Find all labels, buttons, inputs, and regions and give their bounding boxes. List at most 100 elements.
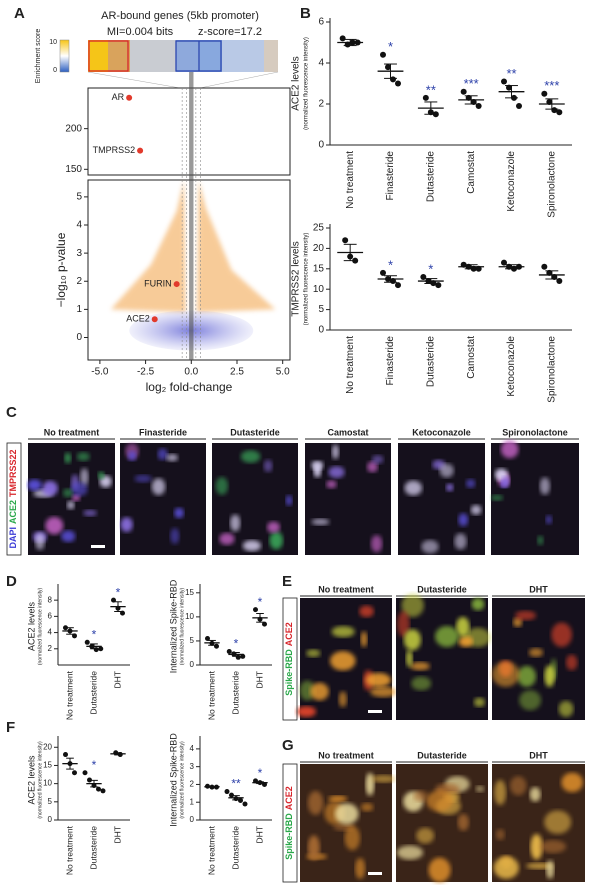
y-axis-sublabel: (normalized fluorescence intensity) xyxy=(179,588,185,666)
cell xyxy=(360,631,368,648)
column-header: No treatment xyxy=(44,427,100,437)
cell xyxy=(219,532,235,545)
y-tick-label: 10 xyxy=(185,612,194,621)
data-point xyxy=(96,786,101,792)
x-tick-label: No treatment xyxy=(206,670,216,720)
column-header: Dutasteride xyxy=(417,584,467,594)
y-axis-sublabel: (normalized fluorescence intensity) xyxy=(304,233,310,326)
x-tick-label: DHT xyxy=(112,671,122,688)
data-point xyxy=(72,770,77,776)
x-tick-label: DHT xyxy=(254,671,264,688)
stain-name: TMPRSS22 xyxy=(8,449,18,497)
x-axis-label: log₂ fold-change xyxy=(146,380,233,394)
y-axis-sublabel: (normalized fluorescence intensity) xyxy=(304,37,310,130)
cell xyxy=(456,616,470,638)
cell xyxy=(367,461,378,473)
cell xyxy=(371,455,384,464)
cell xyxy=(328,795,348,802)
significance: *** xyxy=(544,78,559,93)
stain-name: ACE2 xyxy=(284,786,294,810)
cell xyxy=(413,790,428,802)
cell xyxy=(501,476,510,488)
cell xyxy=(71,494,81,502)
cell xyxy=(465,478,476,488)
cell xyxy=(66,500,75,510)
gene-label: AR xyxy=(112,92,125,102)
stain-frame xyxy=(282,597,298,721)
cell xyxy=(416,827,435,844)
cell xyxy=(360,802,374,812)
cell xyxy=(411,676,432,691)
data-point xyxy=(501,78,507,85)
significance: * xyxy=(428,261,433,276)
guide xyxy=(87,71,181,89)
cell xyxy=(457,813,469,831)
cell xyxy=(240,450,261,463)
data-point xyxy=(422,94,429,101)
gene-label: FURIN xyxy=(144,278,172,288)
gene-label: ACE2 xyxy=(126,314,150,324)
y-tick-label: 2 xyxy=(190,780,195,789)
cell xyxy=(544,810,572,834)
cell xyxy=(537,535,544,546)
cell xyxy=(545,515,552,525)
y-tick-label: 0 xyxy=(190,815,195,824)
stain-name: ACE2 xyxy=(284,622,294,646)
y-tick-label: 4 xyxy=(48,628,53,637)
cell xyxy=(166,453,179,462)
cell xyxy=(267,521,281,533)
data-point xyxy=(395,282,401,289)
center-band xyxy=(189,72,194,88)
cell xyxy=(530,833,543,860)
cell xyxy=(35,533,45,550)
significance: * xyxy=(92,758,97,772)
cell xyxy=(565,654,578,671)
gene-point xyxy=(173,281,180,288)
data-point xyxy=(460,88,467,95)
cell xyxy=(410,662,430,671)
cell xyxy=(539,477,551,495)
cell xyxy=(45,516,64,535)
x-tick-label: Dutasteride xyxy=(425,336,436,388)
colorbar-tick: 0 xyxy=(53,67,57,74)
data-point xyxy=(87,777,92,783)
micrograph xyxy=(398,443,485,555)
y-tick-label: 6 xyxy=(48,611,53,620)
data-point xyxy=(84,639,90,645)
y-tick-label: 0 xyxy=(76,332,82,343)
data-point xyxy=(224,789,230,795)
y-tick-label: 10 xyxy=(313,284,325,295)
cell xyxy=(365,772,375,796)
panel-letter: C xyxy=(6,404,17,421)
cell xyxy=(285,495,293,506)
enrichment-bin xyxy=(130,40,176,72)
plot-frame xyxy=(87,179,291,361)
stain-name: Spike-RBD xyxy=(284,649,294,696)
cell xyxy=(370,686,397,698)
x-tick-label: -5.0 xyxy=(91,367,109,378)
cell xyxy=(42,480,58,496)
stain-name: ACE2 xyxy=(8,500,18,524)
y-tick-label: 200 xyxy=(65,123,82,134)
x-tick-label: No treatment xyxy=(64,825,74,875)
x-tick-label: Camostat xyxy=(466,151,477,194)
x-tick-label: 5.0 xyxy=(276,367,290,378)
cell xyxy=(471,598,485,611)
enrichment-bin xyxy=(108,40,130,72)
x-tick-label: No treatment xyxy=(345,151,356,209)
panel-letter: E xyxy=(282,573,292,590)
zscore-label: z-score=17.2 xyxy=(198,26,262,38)
cell xyxy=(426,790,454,812)
significance: * xyxy=(388,257,393,272)
data-point xyxy=(238,797,243,803)
cell xyxy=(62,488,73,498)
data-point xyxy=(214,643,219,649)
stain-frame xyxy=(6,442,22,556)
cell xyxy=(326,480,337,489)
column-header: Spironolactone xyxy=(502,427,568,437)
significance: ** xyxy=(231,777,241,791)
panel-letter: A xyxy=(14,5,25,22)
enrichment-bin xyxy=(176,40,200,72)
downregulated-cloud xyxy=(110,180,186,313)
